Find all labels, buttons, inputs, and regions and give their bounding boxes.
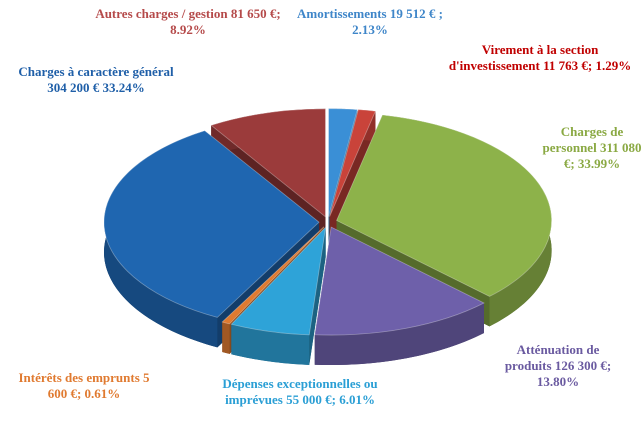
label-name: Dépenses exceptionnelles ou imprévues <box>222 376 378 407</box>
slice <box>103 130 320 318</box>
label-percent: 1.29% <box>595 58 632 73</box>
label-amount: 304 200 € <box>47 80 100 95</box>
slice-label: Dépenses exceptionnelles ou imprévues 55… <box>205 376 395 408</box>
label-percent: 13.80% <box>536 374 580 389</box>
label-amount: 81 650 €; <box>230 6 281 21</box>
label-name: Autres charges / gestion <box>95 6 228 21</box>
label-percent: 33.99% <box>577 156 621 171</box>
slice-side <box>231 324 310 365</box>
label-percent: 2.13% <box>352 22 388 37</box>
slice <box>221 226 325 325</box>
slice-side <box>222 321 230 354</box>
label-name: Virement à la section d'investissement <box>448 42 599 73</box>
slice <box>328 108 358 217</box>
slice <box>336 114 553 297</box>
label-amount: 126 300 €; <box>554 358 612 373</box>
slice-side <box>314 303 484 366</box>
label-amount: 55 000 €; <box>286 392 336 407</box>
label-amount: 311 080 €; <box>563 140 642 171</box>
slice-label: Atténuation de produits 126 300 €; 13.80… <box>493 342 623 390</box>
slice <box>329 109 376 217</box>
slice <box>210 108 326 218</box>
label-percent: 8.92% <box>170 22 206 37</box>
slice <box>314 226 485 336</box>
label-name: Intérêts des emprunts <box>18 370 140 385</box>
label-amount: 11 763 €; <box>543 58 593 73</box>
label-name: Charges de personnel <box>542 124 624 155</box>
label-name: Charges à caractère général <box>18 64 174 79</box>
slice-label: Charges de personnel 311 080 €; 33.99% <box>542 124 642 172</box>
label-amount: 5 600 €; <box>47 370 150 401</box>
slice-label: Charges à caractère général 304 200 € 33… <box>9 64 184 96</box>
label-name: Amortissements <box>297 6 387 21</box>
label-name: Atténuation de produits <box>504 342 600 373</box>
slice-wall <box>309 227 326 365</box>
slice-label: Amortissements 19 512 € ; 2.13% <box>295 6 445 38</box>
label-percent: 0.61% <box>84 386 121 401</box>
label-percent: 33.24% <box>102 80 145 95</box>
label-amount: 19 512 € ; <box>389 6 443 21</box>
slice-label: Virement à la section d'investissement 1… <box>440 42 640 74</box>
slice-label: Autres charges / gestion 81 650 €; 8.92% <box>83 6 293 38</box>
slice <box>230 226 327 336</box>
label-percent: 6.01% <box>339 392 375 407</box>
slice-label: Intérêts des emprunts 5 600 €; 0.61% <box>14 370 154 402</box>
